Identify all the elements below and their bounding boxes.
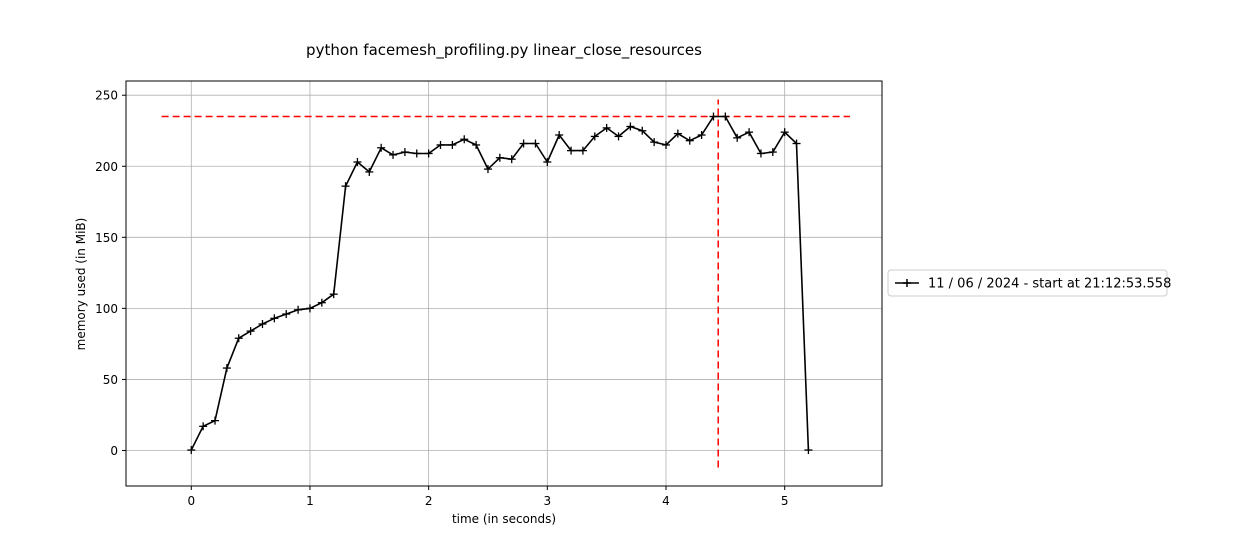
legend-label: 11 / 06 / 2024 - start at 21:12:53.558: [928, 277, 1171, 292]
data-point: [341, 182, 350, 191]
peak-markers: [161, 99, 850, 468]
plot-frame: [125, 80, 883, 487]
data-point: [697, 131, 706, 139]
y-tick-label: 100: [95, 302, 118, 316]
x-tick-label: 2: [425, 494, 433, 508]
x-tick-label: 5: [781, 494, 789, 508]
legend-box: [887, 269, 1168, 297]
data-point: [733, 133, 742, 142]
data-point: [578, 146, 587, 155]
data-point: [282, 310, 291, 319]
data-point: [222, 364, 231, 373]
data-point: [721, 112, 730, 121]
chart-title: python facemesh_profiling.py linear_clos…: [306, 41, 702, 60]
data-point: [590, 132, 599, 141]
data-point: [365, 167, 374, 176]
data-point: [460, 135, 469, 144]
x-tick-label: 4: [662, 494, 670, 508]
data-point: [543, 158, 552, 166]
data-point: [187, 446, 196, 455]
data-point: [650, 138, 659, 147]
data-point: [472, 140, 481, 149]
data-point: [638, 126, 647, 135]
x-axis-label: time (in seconds): [452, 512, 556, 526]
data-point: [614, 132, 623, 141]
data-point: [258, 320, 267, 328]
y-tick-label: 250: [95, 89, 118, 103]
data-point: [329, 290, 338, 299]
data-point: [424, 149, 433, 158]
data-point: [519, 139, 528, 148]
data-point: [768, 148, 777, 157]
data-point: [294, 305, 303, 314]
data-point: [199, 422, 208, 431]
data-point: [507, 155, 516, 164]
data-point: [756, 149, 765, 158]
data-point: [531, 139, 540, 148]
data-point: [317, 298, 326, 307]
data-point: [662, 140, 670, 149]
data-point: [305, 304, 314, 313]
y-tick-label: 200: [95, 160, 118, 174]
data-point: [673, 129, 682, 138]
y-tick-label: 150: [95, 231, 118, 245]
grid-lines: [126, 81, 882, 486]
x-tick-label: 3: [543, 494, 551, 508]
legend: 11 / 06 / 2024 - start at 21:12:53.558: [887, 269, 1171, 297]
x-axis-ticks: 0 1 2 3 4 5: [187, 486, 789, 508]
x-tick-label: 0: [187, 494, 195, 508]
y-axis-ticks: 0 50 100 150 200 250: [95, 89, 126, 458]
data-point: [353, 158, 362, 166]
data-point: [389, 150, 398, 159]
data-point: [745, 128, 754, 137]
data-point: [483, 165, 492, 174]
data-point: [709, 112, 718, 121]
y-tick-label: 50: [103, 373, 118, 387]
data-point: [780, 128, 789, 137]
data-point: [567, 146, 576, 155]
data-point: [270, 314, 279, 323]
data-point: [495, 153, 504, 162]
data-point: [792, 139, 801, 148]
data-point: [412, 149, 421, 158]
data-point: [555, 131, 564, 139]
data-point: [211, 416, 220, 425]
data-point: [234, 334, 243, 343]
data-point: [436, 140, 445, 149]
x-tick-label: 1: [306, 494, 314, 508]
data-point: [626, 122, 635, 131]
y-tick-label: 0: [110, 444, 118, 458]
data-point: [246, 327, 255, 336]
data-point: [685, 136, 694, 145]
data-point: [804, 446, 813, 455]
series-layer: [187, 112, 813, 455]
data-point: [400, 148, 409, 157]
data-point: [602, 123, 611, 132]
data-point: [377, 143, 386, 152]
data-point: [448, 140, 457, 149]
y-axis-label: memory used (in MiB): [74, 218, 88, 351]
